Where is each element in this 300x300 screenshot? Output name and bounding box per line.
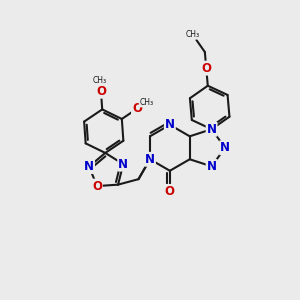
Text: N: N [207, 123, 217, 136]
Text: CH₃: CH₃ [139, 98, 153, 107]
Text: N: N [145, 153, 155, 166]
Text: O: O [96, 85, 106, 98]
Text: N: N [207, 160, 217, 173]
Text: CH₃: CH₃ [186, 30, 200, 39]
Text: O: O [132, 102, 142, 115]
Text: O: O [165, 185, 175, 198]
Text: N: N [84, 160, 94, 173]
Text: N: N [118, 158, 128, 171]
Text: O: O [201, 61, 211, 75]
Text: CH₃: CH₃ [93, 76, 107, 85]
Text: N: N [220, 141, 230, 154]
Text: N: N [165, 118, 175, 131]
Text: O: O [92, 180, 102, 193]
